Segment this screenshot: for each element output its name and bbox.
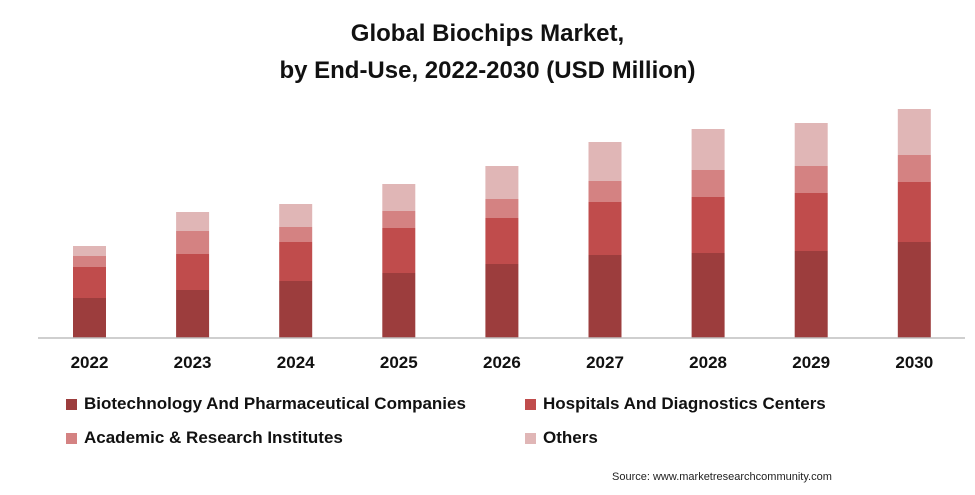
legend-swatch-others	[525, 432, 536, 444]
bar-segment-2029-series-1	[794, 193, 828, 251]
bar-segment-2026-series-0	[485, 264, 519, 338]
bar-segment-2026-series-3	[485, 166, 519, 199]
x-tick-label-2029: 2029	[792, 353, 830, 372]
bar-segment-2027-series-1	[588, 202, 622, 255]
bar-segment-2022-series-1	[73, 267, 106, 298]
legend-swatch-academic	[66, 432, 77, 444]
bar-segment-2026-series-2	[485, 199, 519, 218]
bar-segment-2025-series-2	[382, 211, 416, 228]
bar-segment-2027-series-3	[588, 142, 622, 181]
bar-segment-2023-series-1	[176, 254, 210, 290]
bar-segment-2023-series-2	[176, 231, 210, 254]
source-note: Source: www.marketresearchcommunity.com	[612, 471, 832, 483]
bar-segment-2022-series-0	[73, 298, 106, 338]
bar-segment-2023-series-0	[176, 290, 210, 338]
bar-segment-2027-series-2	[588, 181, 622, 202]
legend-label-biotech: Biotechnology And Pharmaceutical Compani…	[84, 394, 466, 413]
chart-title-line-1: Global Biochips Market,	[350, 20, 625, 47]
x-tick-label-2027: 2027	[586, 353, 624, 372]
bar-segment-2023-series-3	[176, 212, 210, 231]
bar-segment-2024-series-3	[279, 204, 313, 227]
bar-segment-2028-series-2	[691, 170, 725, 197]
legend-swatch-hospitals	[525, 398, 536, 410]
bar-segment-2028-series-3	[691, 129, 725, 170]
chart-title-line-2: by End-Use, 2022-2030 (USD Million)	[279, 57, 696, 84]
legend-item-hospitals: Hospitals And Diagnostics Centers	[525, 394, 826, 414]
bar-segment-2025-series-1	[382, 228, 416, 273]
bar-segment-2030-series-0	[897, 242, 931, 338]
bar-segment-2022-series-3	[73, 246, 106, 256]
x-tick-label-2028: 2028	[689, 353, 727, 372]
bar-segment-2029-series-3	[794, 123, 828, 166]
bar-segment-2029-series-2	[794, 166, 828, 193]
bar-segment-2024-series-2	[279, 227, 313, 242]
legend-label-academic: Academic & Research Institutes	[84, 428, 343, 447]
x-tick-label-2022: 2022	[71, 353, 109, 372]
legend-item-academic: Academic & Research Institutes	[66, 428, 343, 448]
legend-label-hospitals: Hospitals And Diagnostics Centers	[543, 394, 826, 413]
x-tick-label-2024: 2024	[277, 353, 315, 372]
bar-segment-2030-series-2	[897, 155, 931, 182]
x-tick-labels: 2022 2023 2024 2025 2026 2027 2028 2029 2030	[71, 353, 934, 372]
bar-segment-2028-series-1	[691, 197, 725, 253]
bar-segment-2028-series-0	[691, 253, 725, 338]
legend-item-biotech: Biotechnology And Pharmaceutical Compani…	[66, 394, 466, 414]
bar-segment-2027-series-0	[588, 255, 622, 338]
legend-label-others: Others	[543, 428, 598, 447]
bar-segment-2029-series-0	[794, 251, 828, 338]
x-tick-label-2023: 2023	[174, 353, 212, 372]
legend-swatch-biotech	[66, 398, 77, 410]
bar-segment-2024-series-1	[279, 242, 313, 281]
x-tick-label-2030: 2030	[895, 353, 933, 372]
bar-segment-2022-series-2	[73, 256, 106, 267]
bar-segment-2026-series-1	[485, 218, 519, 264]
bars-group	[73, 109, 931, 338]
x-tick-label-2025: 2025	[380, 353, 418, 372]
bar-segment-2025-series-0	[382, 273, 416, 338]
x-tick-label-2026: 2026	[483, 353, 521, 372]
bar-segment-2024-series-0	[279, 281, 313, 338]
bar-segment-2025-series-3	[382, 184, 416, 211]
bar-segment-2030-series-1	[897, 182, 931, 242]
legend-item-others: Others	[525, 428, 598, 448]
bar-segment-2030-series-3	[897, 109, 931, 155]
